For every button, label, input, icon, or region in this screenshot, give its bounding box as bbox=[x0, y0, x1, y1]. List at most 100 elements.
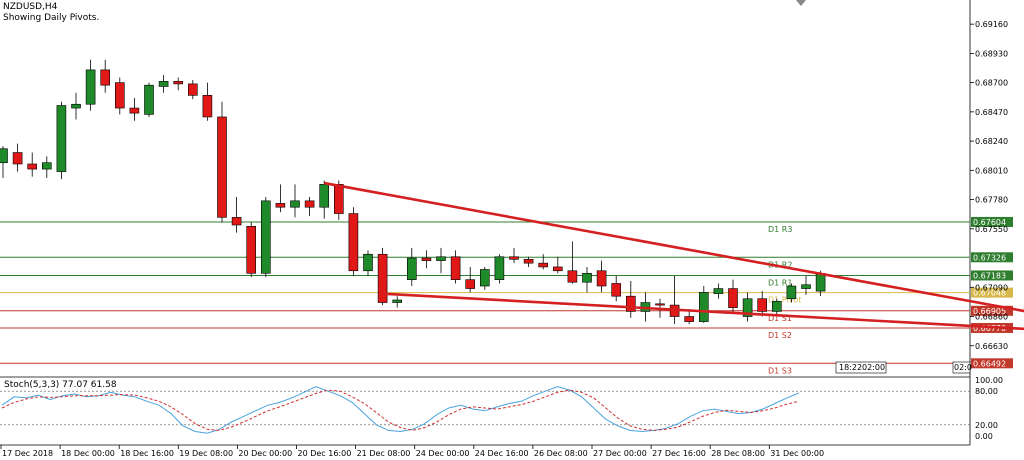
candle bbox=[596, 260, 607, 293]
pivot-price-label: 0.67604 bbox=[973, 218, 1006, 227]
candle bbox=[713, 283, 724, 299]
time-tick-label: 20 Dec 00:00 bbox=[238, 449, 292, 458]
pivot-price-label: 0.66492 bbox=[973, 359, 1006, 368]
price-tick-label: 0.66860 bbox=[975, 313, 1008, 322]
candle bbox=[56, 101, 67, 180]
candle bbox=[479, 266, 490, 290]
price-tick-label: 0.66630 bbox=[975, 342, 1008, 351]
trendlines bbox=[323, 181, 1024, 331]
time-tick-label: 27 Dec 16:00 bbox=[652, 449, 706, 458]
stoch-level-label: 80.00 bbox=[975, 387, 998, 396]
candle bbox=[188, 80, 198, 100]
pivot-lines: D1 R3 0.67604 D1 R2 0.67326 D1 R1 0.67183 D1 P… bbox=[0, 216, 1013, 375]
stoch-level-label: 20.00 bbox=[975, 421, 998, 430]
price-tick-label: 0.68240 bbox=[975, 137, 1008, 146]
candle bbox=[801, 275, 811, 295]
time-tick-label: 17 Dec 2018 bbox=[2, 449, 53, 458]
candle bbox=[698, 286, 709, 323]
price-tick-label: 0.67550 bbox=[975, 225, 1008, 234]
candle bbox=[523, 256, 534, 267]
candle bbox=[625, 280, 636, 318]
time-tick-label: 27 Dec 00:00 bbox=[593, 449, 647, 458]
trendline bbox=[382, 292, 1024, 331]
candle bbox=[669, 275, 680, 325]
pivot-price-tag bbox=[971, 305, 1013, 316]
pivot-price-label: 0.67326 bbox=[973, 253, 1006, 262]
pivot-price-tag bbox=[971, 252, 1013, 263]
candle bbox=[246, 222, 256, 278]
candle bbox=[363, 250, 373, 276]
candle bbox=[436, 247, 446, 274]
symbol-title: NZDUSD,H4 bbox=[3, 2, 58, 12]
candle bbox=[552, 256, 563, 274]
candle bbox=[85, 59, 96, 111]
candle bbox=[728, 279, 738, 314]
candle bbox=[100, 59, 110, 93]
candle bbox=[231, 197, 242, 233]
price-tick-label: 0.68930 bbox=[975, 49, 1008, 58]
candle bbox=[450, 250, 461, 284]
candle bbox=[465, 266, 476, 293]
candle bbox=[158, 75, 169, 93]
price-tick-label: 0.67780 bbox=[975, 196, 1008, 205]
candle bbox=[567, 241, 578, 284]
stoch-signal-line bbox=[1, 389, 800, 431]
candle bbox=[115, 77, 125, 115]
pivot-price-tag bbox=[971, 216, 1013, 227]
candle bbox=[0, 146, 8, 178]
time-tick-label: 20 Dec 16:00 bbox=[298, 449, 352, 458]
candles bbox=[0, 59, 826, 325]
candle bbox=[12, 143, 23, 172]
candle bbox=[260, 197, 271, 278]
chart-subtitle: Showing Daily Pivots. bbox=[3, 13, 100, 23]
candle bbox=[217, 101, 227, 223]
candle bbox=[41, 156, 52, 178]
candle bbox=[144, 82, 154, 117]
candle bbox=[509, 247, 519, 264]
candle bbox=[494, 254, 505, 284]
candle bbox=[319, 180, 330, 219]
time-tick-label: 28 Dec 08:00 bbox=[711, 449, 765, 458]
stoch-level-label: 0.00 bbox=[975, 432, 993, 441]
pivot-price-label: 0.67048 bbox=[973, 289, 1006, 298]
pivot-name-label: D1 R2 bbox=[768, 260, 792, 269]
chart-frame bbox=[0, 0, 971, 446]
price-tick-label: 0.68470 bbox=[975, 108, 1008, 117]
candle bbox=[290, 184, 300, 218]
stoch-level-label: 100.00 bbox=[975, 376, 1003, 385]
time-tick-label: 31 Dec 00:00 bbox=[770, 449, 824, 458]
price-tick-label: 0.67090 bbox=[975, 283, 1008, 292]
time-tick-label: 24 Dec 00:00 bbox=[416, 449, 470, 458]
candle bbox=[202, 82, 213, 121]
pivot-name-label: D1 S2 bbox=[768, 331, 792, 340]
scroll-marker-icon[interactable] bbox=[796, 0, 806, 6]
pivot-price-label: 0.66905 bbox=[973, 307, 1006, 316]
candle bbox=[377, 247, 388, 306]
pivot-price-label: 0.66770 bbox=[973, 324, 1006, 333]
candle bbox=[129, 97, 140, 121]
time-axis: 17 Dec 2018 18 Dec 00:00 18 Dec 16:00 19 De… bbox=[0, 445, 824, 458]
pivot-name-label: D1 R3 bbox=[768, 225, 792, 234]
stoch-label: Stoch(5,3,3) 77.07 61.58 bbox=[4, 380, 117, 390]
candle bbox=[275, 184, 286, 213]
pivot-name-label: D1 S3 bbox=[768, 366, 792, 375]
candle bbox=[582, 266, 592, 293]
pivot-price-label: 0.67183 bbox=[973, 271, 1006, 280]
candle bbox=[757, 291, 768, 317]
price-tick-label: 0.68700 bbox=[975, 79, 1008, 88]
pivot-name-label: D1 Pivot bbox=[768, 296, 801, 305]
candle bbox=[406, 247, 417, 287]
price-axis: 0.69160 0.68930 0.68700 0.68470 0.68240 0.680… bbox=[970, 20, 1008, 351]
pivot-name-label: D1 S1 bbox=[768, 314, 792, 323]
candle bbox=[333, 180, 344, 220]
candle bbox=[173, 77, 183, 91]
candle bbox=[538, 254, 549, 270]
pivot-name-label: D1 R1 bbox=[768, 278, 792, 287]
candle bbox=[27, 152, 38, 177]
time-tick-label: 19 Dec 08:00 bbox=[179, 449, 233, 458]
candle bbox=[786, 283, 797, 303]
pivot-price-tag bbox=[971, 270, 1013, 281]
pivot-price-tag bbox=[971, 358, 1013, 369]
time-tick-label: 18 Dec 16:00 bbox=[120, 449, 174, 458]
